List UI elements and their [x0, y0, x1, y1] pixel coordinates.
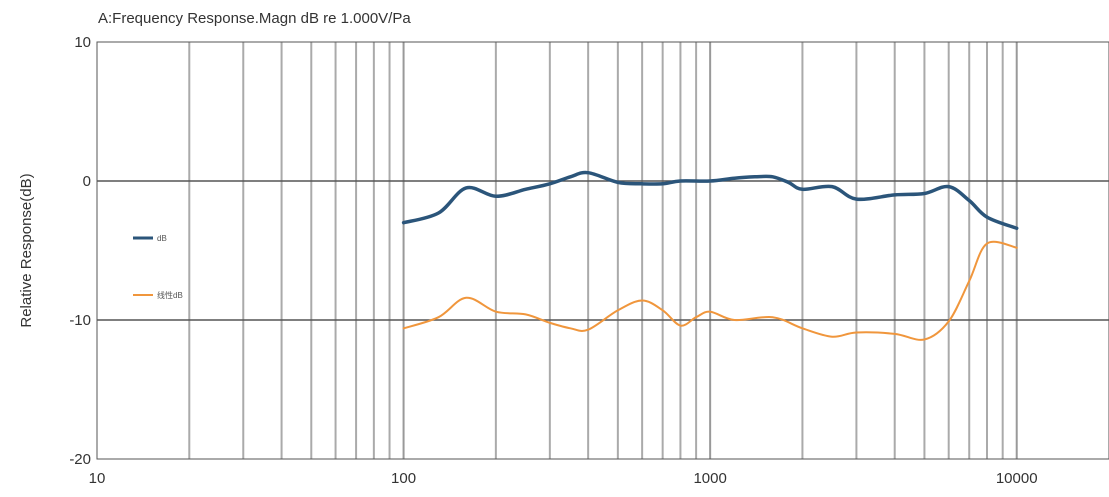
- vertical-grid: [188, 42, 1018, 459]
- plot-frame: [96, 41, 1109, 460]
- chart-title: A:Frequency Response.Magn dB re 1.000V/P…: [98, 10, 411, 27]
- series-line-1: [402, 240, 1018, 341]
- series-line-0: [401, 170, 1019, 231]
- y-tick-label: 0: [83, 173, 91, 190]
- x-tick-label: 10: [89, 470, 106, 487]
- y-tick-label: -10: [69, 312, 91, 329]
- legend-label-0: dB: [157, 234, 167, 243]
- horizontal-grid: [97, 41, 1109, 460]
- series-layer: [401, 170, 1019, 341]
- y-tick-labels: 10 0 -10 -20: [69, 34, 91, 468]
- x-tick-labels: 10 100 1000 10000: [89, 470, 1038, 487]
- x-tick-label: 100: [391, 470, 416, 487]
- y-tick-label: 10: [74, 34, 91, 51]
- x-tick-label: 1000: [693, 470, 726, 487]
- y-tick-label: -20: [69, 451, 91, 468]
- legend-label-1: 线性dB: [157, 290, 183, 300]
- legend: dB 线性dB: [133, 234, 183, 300]
- x-tick-label: 10000: [996, 470, 1038, 487]
- y-axis-label: Relative Response(dB): [18, 173, 35, 327]
